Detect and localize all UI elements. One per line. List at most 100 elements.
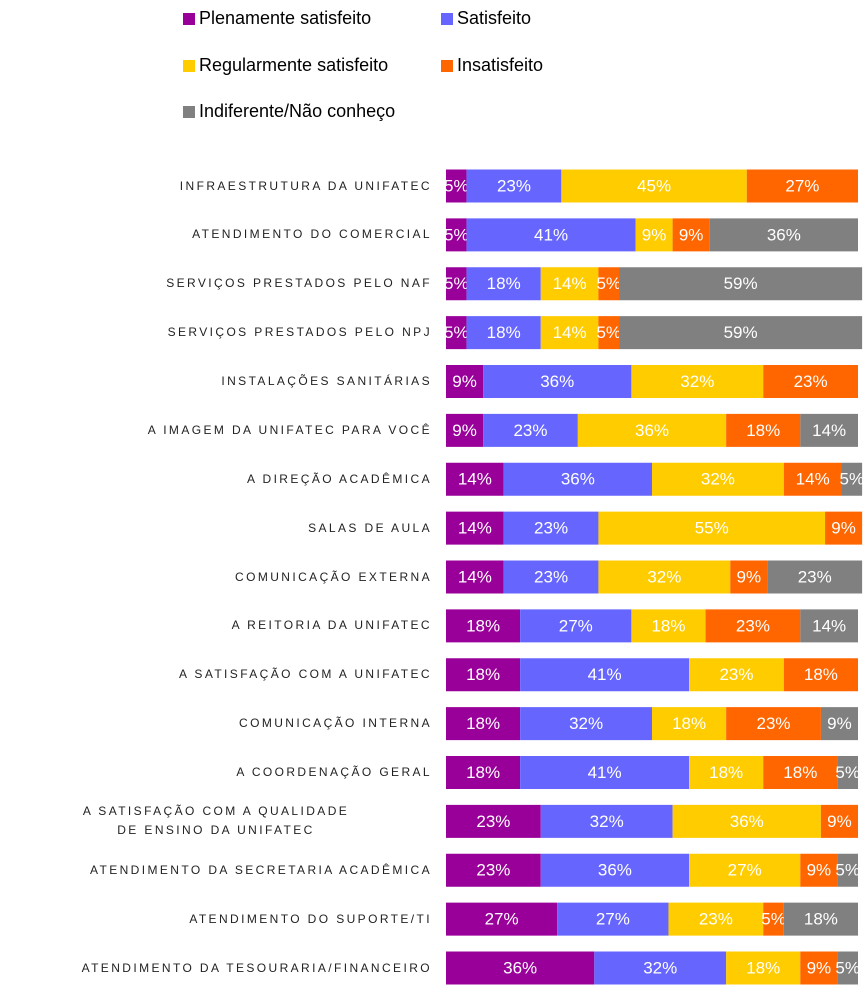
data-label: 18% [672,714,706,733]
data-label: 18% [746,421,780,440]
bar-segment [763,902,784,936]
bar-segment [540,804,673,838]
data-label: 14% [458,567,492,586]
bar-segment [540,853,690,887]
data-label: 9% [807,861,832,880]
data-label: 18% [466,714,500,733]
legend-swatch [183,59,195,72]
legend-label: Indiferente/Não conheço [199,101,396,121]
bar-segment [800,413,858,447]
category-text: ATENDIMENTO DO COMERCIAL [192,227,432,242]
bar-segment [825,511,863,545]
data-label: 23% [476,812,510,831]
bar-segment [730,560,768,594]
bar-segment [446,169,467,203]
bar-segment [520,658,690,692]
data-label: 5% [444,323,469,342]
bar-segment [820,707,858,741]
data-label: 5% [444,176,469,195]
category-text: A COORDENAÇÃO GERAL [236,765,432,779]
bar-segment [726,951,801,985]
category-label: ATENDIMENTO DA TESOURARIA/FINANCEIRO [0,948,432,988]
data-label: 18% [487,323,521,342]
bar-segment [689,756,764,789]
bar-segment [726,707,821,741]
data-label: 5% [835,861,860,880]
data-label: 5% [840,470,864,489]
bar-segment [689,853,801,887]
data-label: 36% [730,812,764,831]
bar-segment [561,169,747,203]
bar-segment [446,658,521,692]
legend-item: Satisfeito [441,8,531,29]
data-label: 23% [719,665,753,684]
data-label: 32% [680,372,714,391]
category-label: ATENDIMENTO DO COMERCIAL [0,215,432,255]
data-label: 41% [588,665,622,684]
bar-segment [619,267,863,301]
data-label: 18% [466,665,500,684]
legend-item: Plenamente satisfeito [183,8,371,29]
data-label: 9% [452,372,477,391]
data-label: 14% [458,519,492,538]
bar-segment [635,218,673,252]
data-label: 9% [642,225,667,244]
data-label: 5% [596,323,621,342]
data-label: 9% [737,567,762,586]
bar-segment [652,707,727,741]
bar-segment [483,413,578,447]
category-label: A DIREÇÃO ACADÊMICA [0,459,432,499]
data-label: 23% [798,567,832,586]
bar-segment [446,756,521,789]
legend-swatch [183,105,195,118]
category-text: A SATISFAÇÃO COM A UNIFATEC [178,667,432,682]
data-label: 14% [796,470,830,489]
bar-segment [446,804,541,838]
bar-segment [446,267,467,301]
data-label: 9% [452,421,477,440]
data-label: 18% [487,274,521,293]
bar-segment [540,267,599,301]
bar-segment [594,951,727,985]
data-label: 14% [812,616,846,635]
bar-segment [763,756,838,789]
bar-segment [709,218,858,252]
bar-segment [652,462,784,496]
data-label: 5% [596,274,621,293]
data-label: 27% [596,910,630,929]
bar-segment [598,511,826,545]
bar-segment [820,804,858,838]
bar-segment [446,707,521,741]
data-label: 41% [588,763,622,782]
data-label: 9% [807,958,832,977]
data-label: 32% [643,958,677,977]
data-label: 36% [540,372,574,391]
data-label: 36% [598,861,632,880]
bar-segment [763,365,858,398]
category-label: SERVIÇOS PRESTADOS PELO NAF [0,264,432,304]
bar-segment [619,316,863,350]
data-label: 23% [736,616,770,635]
data-label: 23% [794,372,828,391]
data-label: 23% [497,176,531,195]
bar-segment [672,804,821,838]
category-text: A REITORIA DA UNIFATEC [231,618,432,633]
data-label: 9% [827,812,852,831]
bar-segment [503,511,599,545]
bar-segment [783,658,858,692]
category-label: A SATISFAÇÃO COM A UNIFATEC [0,655,432,695]
legend-item: Insatisfeito [441,55,543,76]
bar-segment [520,707,652,741]
bar-segment [689,658,784,692]
category-label: SERVIÇOS PRESTADOS PELO NPJ [0,313,432,353]
data-label: 5% [444,225,469,244]
legend-swatch [441,59,453,72]
bar-segment [466,169,562,203]
data-label: 36% [503,958,537,977]
bar-segment [446,316,467,350]
category-label: A REITORIA DA UNIFATEC [0,606,432,646]
bar-segment [466,316,541,350]
category-text: ATENDIMENTO DO SUPORTE/TI [189,911,432,926]
